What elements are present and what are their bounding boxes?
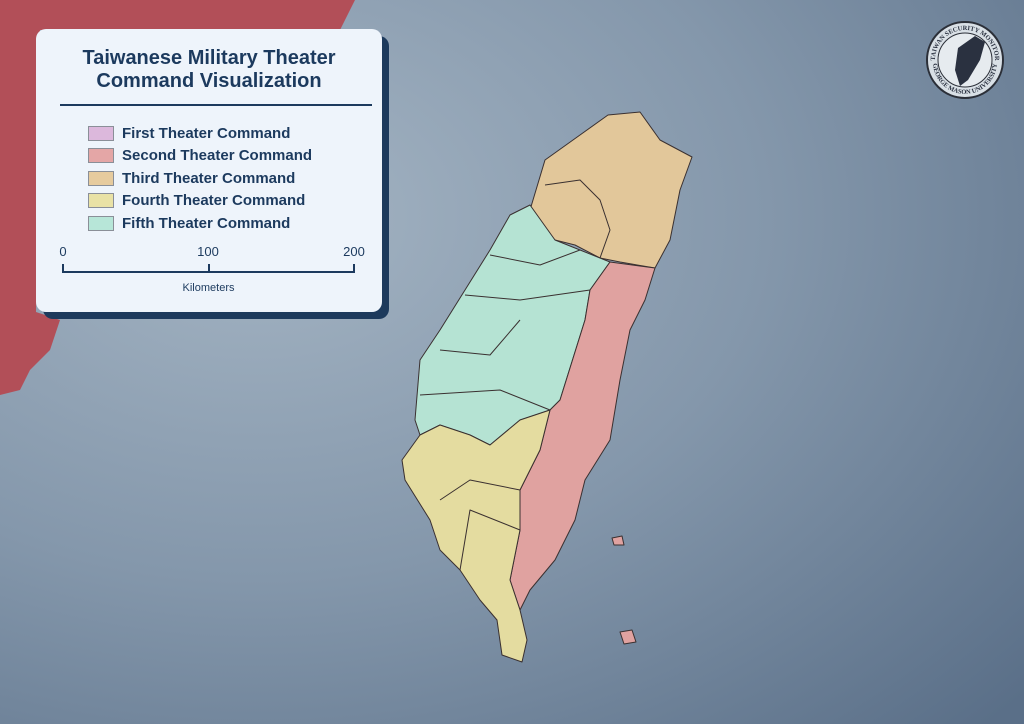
- legend-label: Fourth Theater Command: [122, 192, 306, 210]
- legend-swatch: [88, 170, 114, 186]
- scale-tick: [208, 264, 210, 273]
- scale-tick-label: 100: [197, 244, 219, 259]
- legend-item-second: Second Theater Command: [88, 145, 312, 168]
- taiwan-silhouette-icon: [955, 36, 985, 86]
- title-line-1: Taiwanese Military Theater: [82, 47, 336, 69]
- legend-item-first: First Theater Command: [88, 122, 312, 145]
- legend-label: First Theater Command: [122, 124, 291, 142]
- legend-item-fifth: Fifth Theater Command: [88, 212, 312, 235]
- region-third-theater[interactable]: [529, 111, 693, 269]
- legend-list: First Theater Command Second Theater Com…: [88, 122, 312, 235]
- mainland-china: [0, 0, 355, 395]
- legend-label: Second Theater Command: [122, 147, 313, 165]
- legend-swatch: [88, 215, 114, 231]
- legend-swatch: [88, 148, 114, 164]
- legend-item-third: Third Theater Command: [88, 167, 312, 190]
- legend-panel: Taiwanese Military Theater Command Visua…: [36, 29, 382, 312]
- legend-swatch: [88, 193, 114, 209]
- scale-tick: [62, 264, 64, 273]
- divider: [60, 104, 372, 106]
- legend-label: Fifth Theater Command: [122, 214, 291, 232]
- scale-unit: Kilometers: [182, 282, 235, 294]
- scale-tick: [353, 264, 355, 273]
- scale-tick-label: 0: [59, 244, 67, 259]
- scale-bar: 0 100 200 Kilometers: [59, 244, 364, 304]
- legend-swatch: [88, 125, 114, 141]
- region-fourth-theater[interactable]: [401, 409, 551, 663]
- scale-tick-label: 200: [343, 244, 365, 259]
- logo: TAIWAN SECURITY MONITOR GEORGE MASON UNI…: [926, 21, 1004, 99]
- legend-item-fourth: Fourth Theater Command: [88, 190, 312, 213]
- map-title: Taiwanese Military Theater Command Visua…: [36, 47, 382, 93]
- legend-label: Third Theater Command: [122, 169, 296, 187]
- title-line-2: Command Visualization: [96, 70, 322, 92]
